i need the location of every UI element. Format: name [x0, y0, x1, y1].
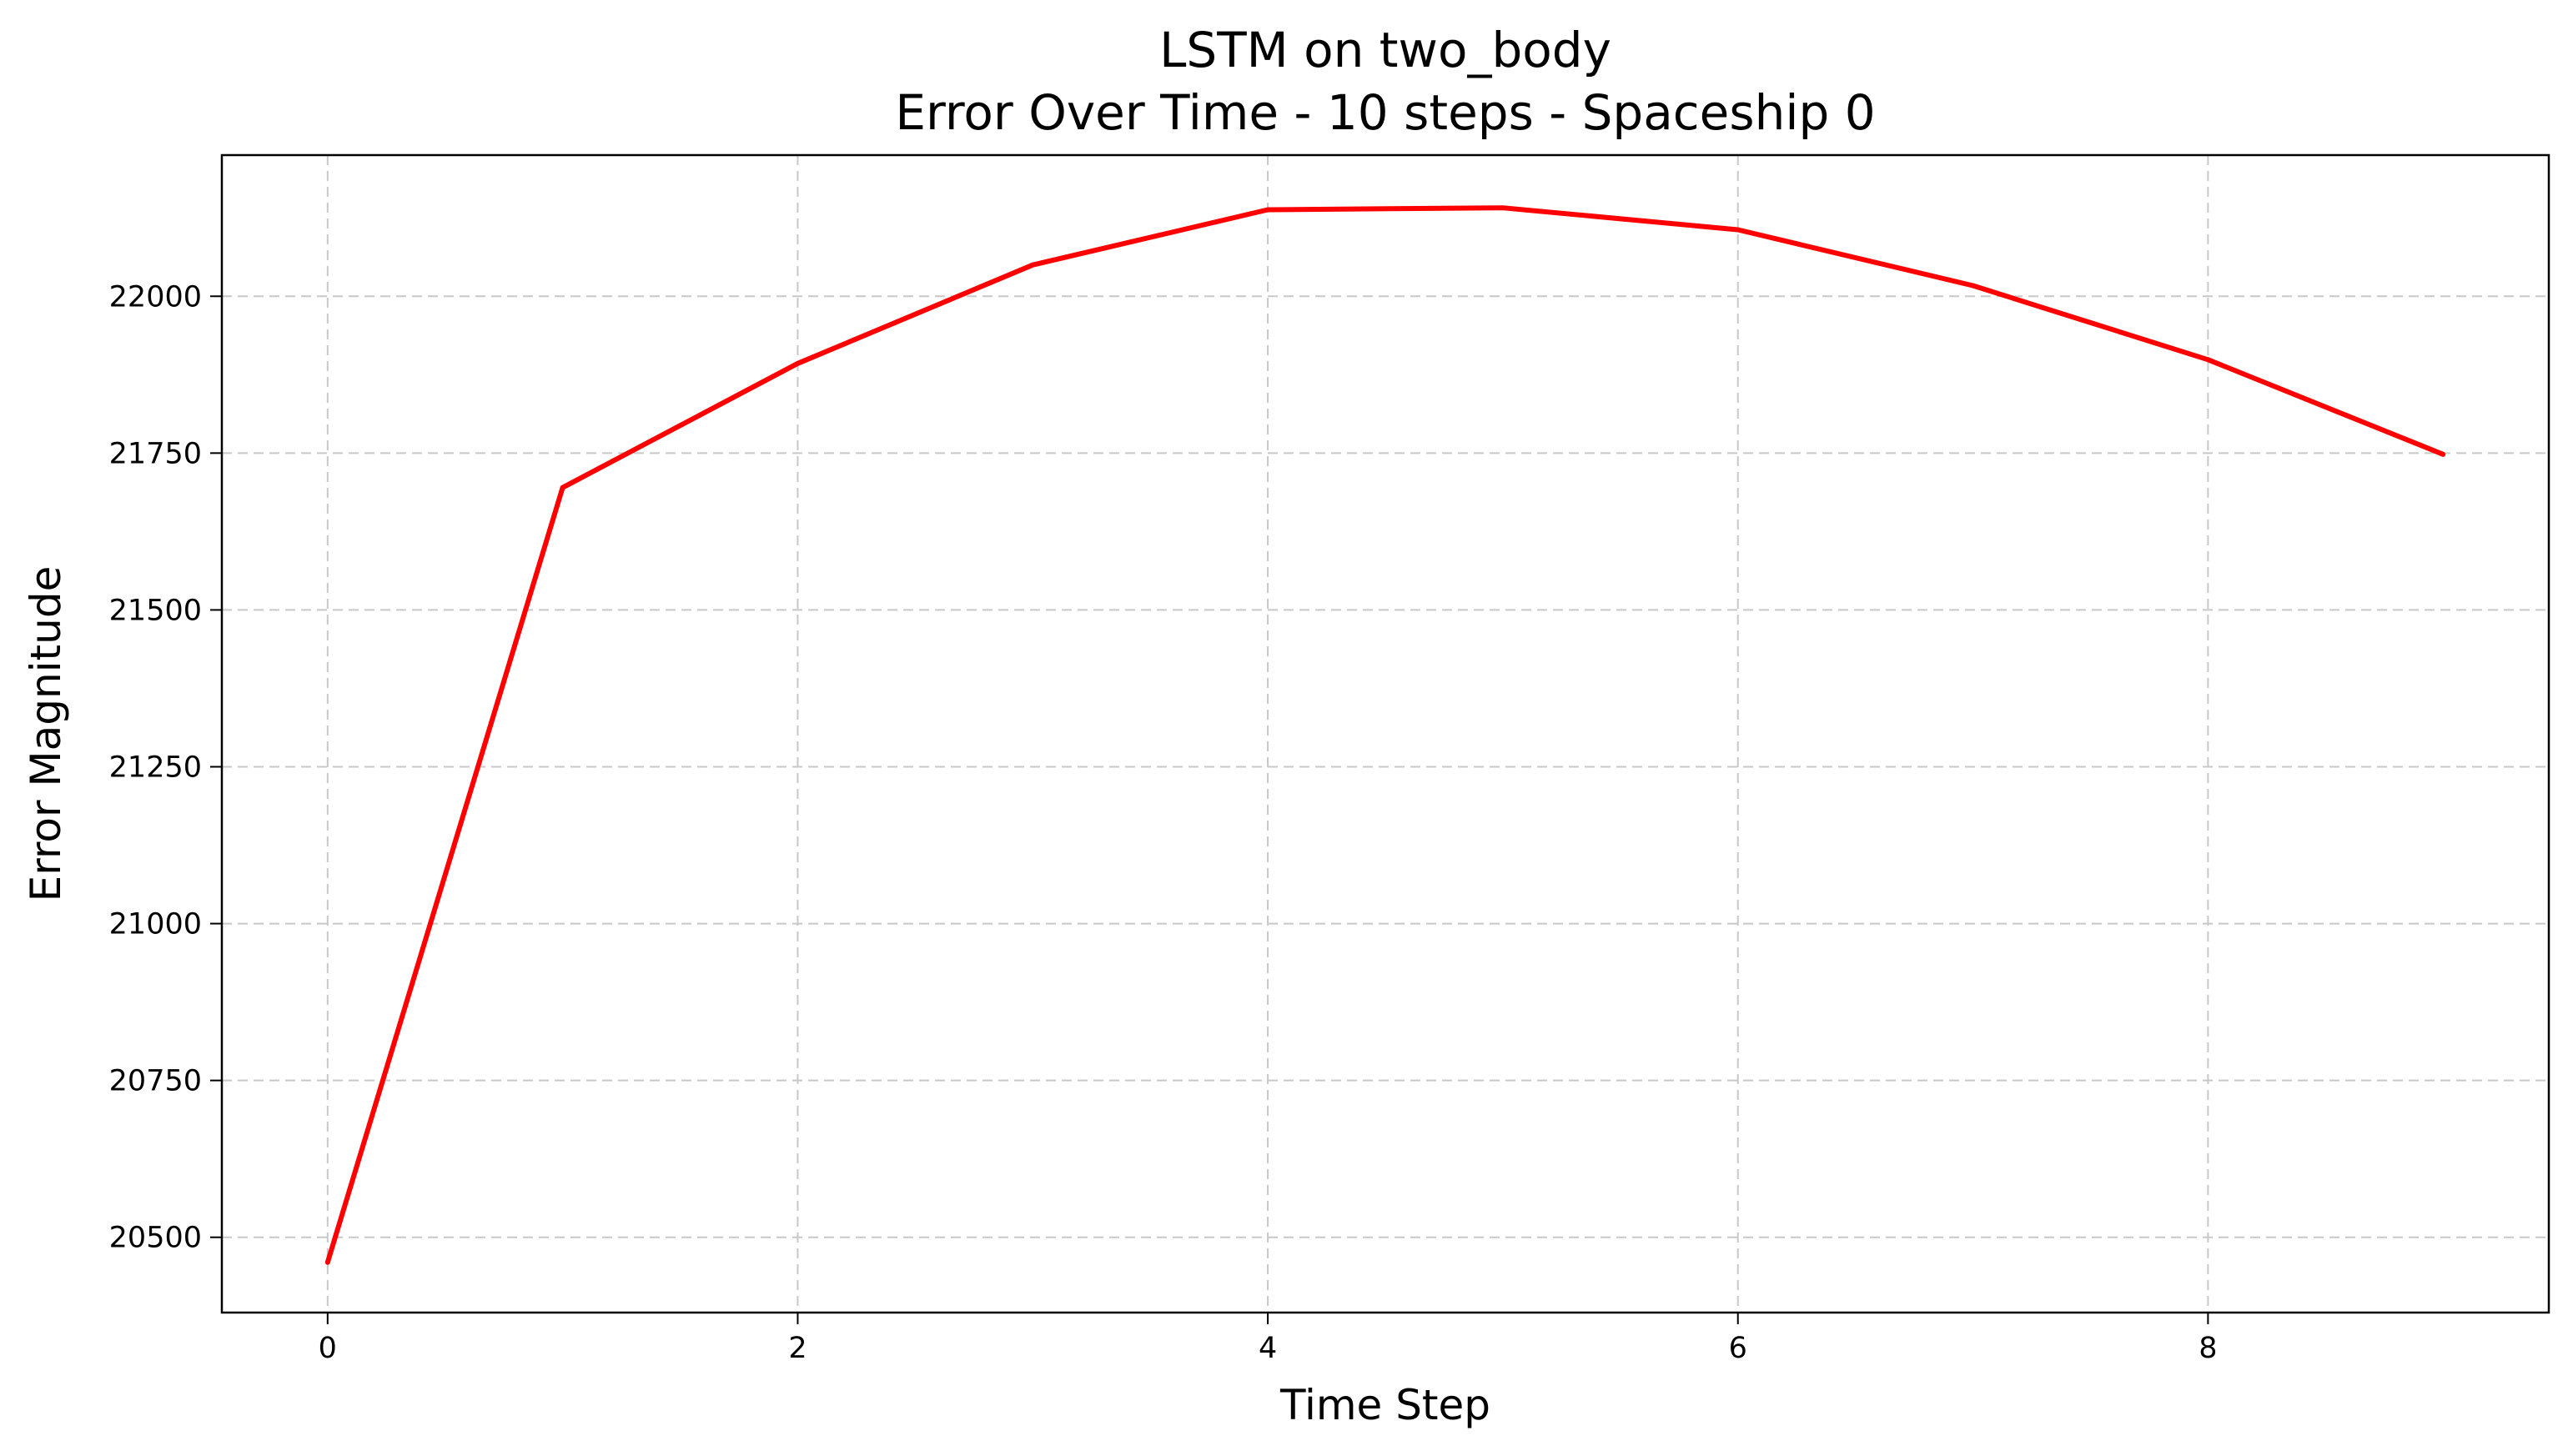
series-layer [324, 205, 2446, 1265]
x-tick-label: 4 [1259, 1332, 1277, 1365]
x-tick-label: 0 [319, 1332, 337, 1365]
y-tick-label: 20500 [109, 1222, 202, 1255]
chart-title-line2: Error Over Time - 10 steps - Spaceship 0 [895, 84, 1875, 141]
chart-title-line1: LSTM on two_body [1159, 22, 1611, 78]
data-point [1735, 227, 1741, 233]
y-tick-label: 21000 [109, 908, 202, 941]
data-point [1265, 207, 1271, 213]
y-tick-label: 22000 [109, 280, 202, 314]
y-tick-label: 21500 [109, 594, 202, 627]
data-point [1970, 283, 1976, 289]
plot-frame [220, 153, 2550, 1314]
series-line [324, 205, 2445, 1263]
x-tick-label: 2 [788, 1332, 807, 1365]
data-point [2205, 357, 2211, 363]
y-tick-label: 20750 [109, 1065, 202, 1098]
x-axis-label: Time Step [1279, 1381, 1490, 1429]
data-point [2440, 451, 2446, 457]
data-point [1500, 205, 1505, 211]
y-tick-label: 21250 [109, 751, 202, 784]
x-tick-label: 8 [2199, 1332, 2217, 1365]
grid [222, 155, 2549, 1313]
data-point [795, 360, 801, 366]
y-tick-label: 21750 [109, 437, 202, 470]
axis-ticks: 0 2 4 6 8 20500 20750 21000 21250 21500 21750 22000 [109, 280, 2218, 1365]
data-point [324, 1259, 330, 1265]
data-point [1030, 262, 1036, 268]
y-axis-label: Error Magnitude [22, 566, 70, 902]
x-tick-label: 6 [1729, 1332, 1747, 1365]
data-point [560, 484, 565, 490]
